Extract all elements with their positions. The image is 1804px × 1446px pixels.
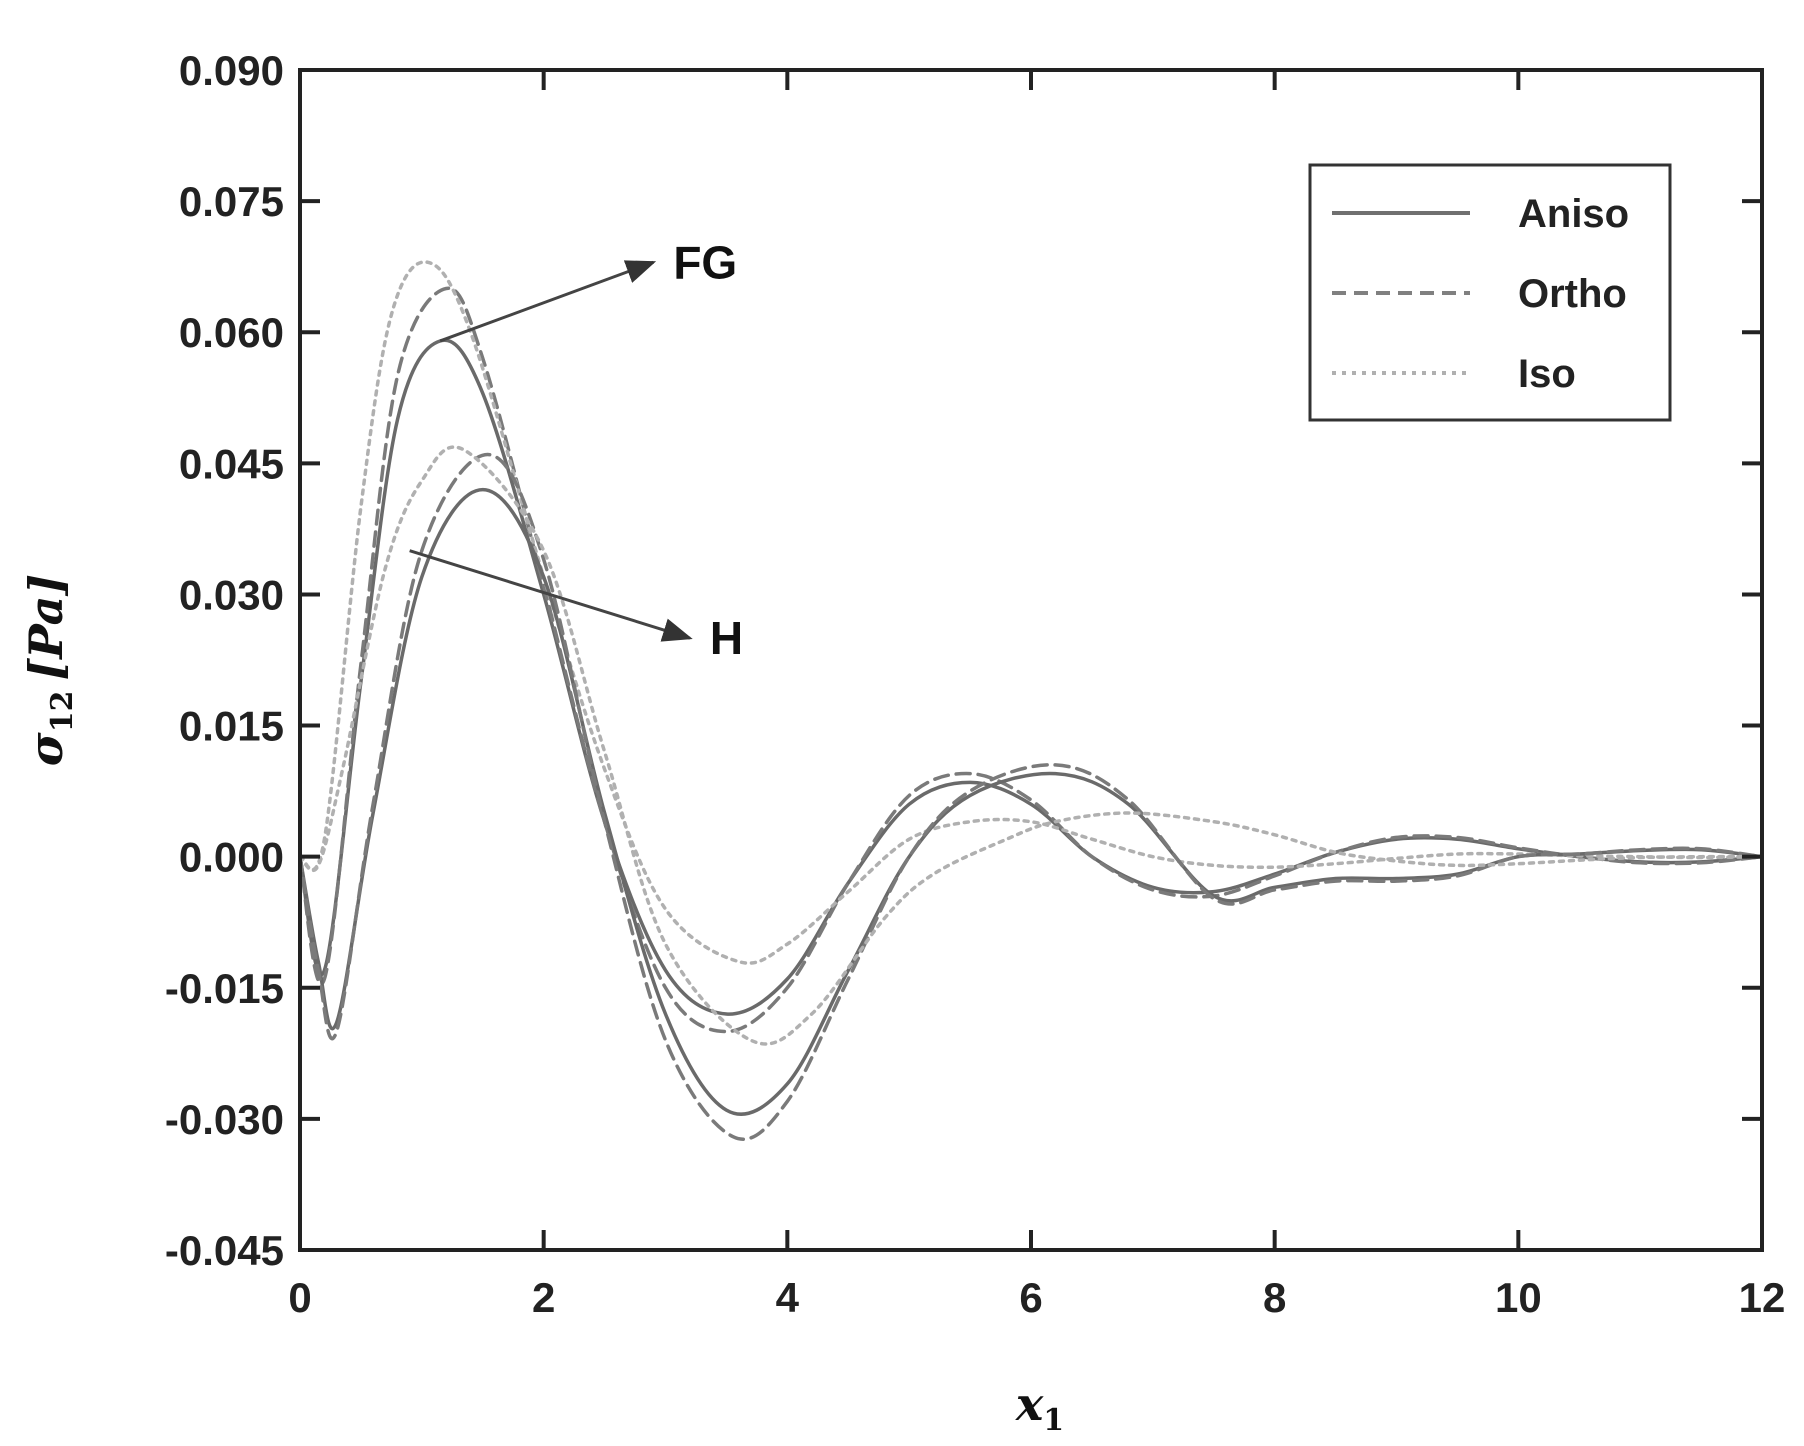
series-line-h-solid	[298, 487, 1764, 1116]
y-tick-label: -0.015	[165, 965, 284, 1012]
annotation-label-h: H	[710, 612, 743, 664]
legend-label-ortho: Ortho	[1518, 272, 1627, 316]
series-line-h-dashed	[298, 452, 1764, 1141]
annotation-arrow-h	[409, 549, 693, 642]
y-tick-label: 0.060	[179, 309, 284, 356]
y-tick-label: 0.000	[179, 834, 284, 881]
annotation-arrow-fg	[439, 260, 657, 343]
y-tick-label: 0.015	[179, 703, 284, 750]
x-tick-label: 4	[776, 1274, 800, 1321]
y-tick-label: -0.030	[165, 1096, 284, 1143]
x-tick-label: 6	[1019, 1274, 1042, 1321]
annotation-label-fg: FG	[673, 236, 737, 288]
y-tick-label: 0.030	[179, 571, 284, 618]
y-tick-label: 0.045	[179, 440, 284, 487]
x-tick-label: 8	[1263, 1274, 1286, 1321]
x-tick-label: 12	[1739, 1274, 1786, 1321]
y-tick-label: -0.045	[165, 1227, 284, 1274]
x-axis-label: x1	[1015, 1377, 1064, 1438]
series-line-fg-dotted	[298, 260, 1764, 965]
series-line-fg-solid	[298, 338, 1764, 1016]
annotations: FG H	[409, 236, 743, 664]
series-line-fg-dashed	[298, 286, 1764, 1034]
y-axis-ticks: -0.045 -0.030 -0.015 0.000 0.015 0.030 0.045 0.…	[165, 47, 1762, 1274]
legend-label-iso: Iso	[1518, 352, 1576, 396]
x-tick-label: 0	[288, 1274, 311, 1321]
x-tick-label: 2	[532, 1274, 555, 1321]
legend-label-aniso: Aniso	[1518, 192, 1629, 236]
legend-box	[1308, 163, 1672, 422]
series-line-h-dotted	[298, 445, 1764, 1046]
y-tick-label: 0.075	[179, 178, 284, 225]
legend: Aniso Ortho Iso	[1308, 163, 1672, 422]
x-tick-label: 10	[1495, 1274, 1542, 1321]
y-axis-label: σ12[Pa]	[19, 574, 80, 766]
y-tick-label: 0.090	[179, 47, 284, 94]
x-axis-ticks: 0 2 4 6 8 10 12	[288, 70, 1785, 1321]
series-layer	[298, 260, 1764, 1141]
